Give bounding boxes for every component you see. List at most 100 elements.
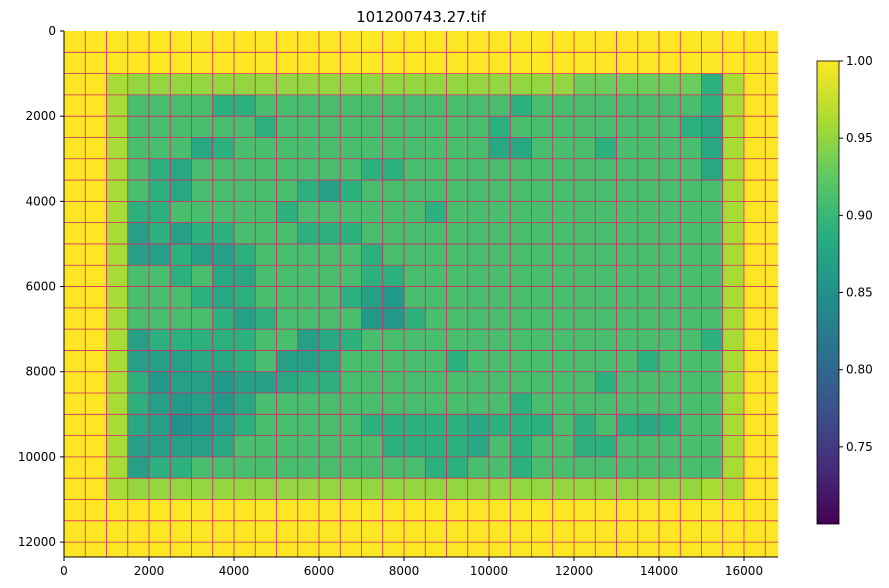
heatmap-cell xyxy=(680,52,702,74)
heatmap-cell xyxy=(552,393,575,415)
heatmap-cell xyxy=(574,31,596,53)
heatmap-cell xyxy=(722,307,745,330)
heatmap-cell xyxy=(616,73,639,96)
heatmap-cell xyxy=(85,180,107,202)
heatmap-cell xyxy=(255,307,277,330)
heatmap-cell xyxy=(149,94,171,117)
heatmap-cell xyxy=(361,243,384,266)
heatmap-cell xyxy=(191,456,214,479)
heatmap-cell xyxy=(127,393,150,415)
x-tick-label: 10000 xyxy=(470,564,508,578)
heatmap-cell xyxy=(701,371,724,394)
heatmap-cell xyxy=(149,542,171,558)
heatmap-cell xyxy=(255,542,277,558)
heatmap-cell xyxy=(552,350,575,373)
heatmap-cell xyxy=(765,499,779,522)
heatmap-cell xyxy=(659,265,681,287)
heatmap-cell xyxy=(446,499,469,522)
heatmap-cell xyxy=(765,243,779,266)
heatmap-cell xyxy=(489,180,511,202)
heatmap-cell xyxy=(64,243,86,266)
colorbar-ticks: 0.75 0.80 0.85 0.90 0.95 1.00 xyxy=(839,54,873,454)
heatmap-cell xyxy=(382,542,405,558)
heatmap-cell xyxy=(64,478,86,500)
heatmap-cell xyxy=(552,307,575,330)
heatmap-cell xyxy=(744,542,766,558)
heatmap-cell xyxy=(276,393,299,415)
heatmap-cell xyxy=(595,94,617,117)
heatmap-cell xyxy=(255,52,277,74)
heatmap-cell xyxy=(319,201,341,223)
heatmap-cell xyxy=(255,414,277,436)
heatmap-cell xyxy=(574,414,596,436)
heatmap-cell xyxy=(255,350,277,373)
heatmap-cell xyxy=(765,542,779,558)
heatmap-cell xyxy=(127,456,150,479)
heatmap-cell xyxy=(361,499,384,522)
heatmap-cell xyxy=(319,478,341,500)
heatmap-cell xyxy=(765,201,779,223)
heatmap-cell xyxy=(319,307,341,330)
heatmap-cell xyxy=(552,94,575,117)
heatmap-cell xyxy=(595,31,617,53)
heatmap-cell xyxy=(552,265,575,287)
heatmap-cell xyxy=(319,265,341,287)
heatmap-cell xyxy=(595,329,617,351)
heatmap-cell xyxy=(510,371,532,394)
heatmap-cell xyxy=(191,520,214,543)
heatmap-cell xyxy=(595,307,617,330)
cell-grid-lines xyxy=(64,31,778,557)
heatmap-cell xyxy=(340,414,362,436)
heatmap-cell xyxy=(106,542,129,558)
heatmap-cell xyxy=(425,286,447,309)
heatmap-cell xyxy=(319,350,341,373)
colorbar-tick-label: 1.00 xyxy=(846,54,873,68)
heatmap-cell xyxy=(446,435,469,458)
heatmap-cell xyxy=(446,116,469,138)
heatmap-cell xyxy=(510,94,532,117)
heatmap-cell xyxy=(680,371,702,394)
heatmap-cell xyxy=(297,414,320,436)
heatmap-cell xyxy=(404,73,426,96)
heatmap-cell xyxy=(680,286,702,309)
heatmap-cell xyxy=(382,222,405,245)
heatmap-cell xyxy=(552,52,575,74)
heatmap-cell xyxy=(701,52,724,74)
heatmap-cell xyxy=(531,243,554,266)
heatmap-cell xyxy=(64,307,86,330)
heatmap-cell xyxy=(106,158,129,181)
heatmap-cell xyxy=(106,371,129,394)
heatmap-cell xyxy=(340,520,362,543)
heatmap-cell xyxy=(595,478,617,500)
heatmap-cell xyxy=(616,180,639,202)
heatmap-cell xyxy=(106,31,129,53)
heatmap-cell xyxy=(574,158,596,181)
heatmap-cell xyxy=(382,243,405,266)
heatmap-cell xyxy=(127,499,150,522)
heatmap-cell xyxy=(531,137,554,160)
heatmap-cell xyxy=(616,158,639,181)
heatmap-cell xyxy=(127,201,150,223)
heatmap-cell xyxy=(425,265,447,287)
heatmap-cell xyxy=(595,265,617,287)
heatmap-cell xyxy=(276,329,299,351)
heatmap-cell xyxy=(191,52,214,74)
heatmap-cell xyxy=(659,137,681,160)
heatmap-cell xyxy=(404,542,426,558)
heatmap-cell xyxy=(170,520,192,543)
heatmap-cell xyxy=(276,542,299,558)
heatmap-cell xyxy=(616,116,639,138)
heatmap-cell xyxy=(467,520,490,543)
heatmap-cell xyxy=(637,435,660,458)
heatmap-cell xyxy=(552,201,575,223)
heatmap-cell xyxy=(659,286,681,309)
heatmap-cell xyxy=(404,499,426,522)
heatmap-cell xyxy=(574,371,596,394)
heatmap-cell xyxy=(106,52,129,74)
heatmap-cell xyxy=(489,222,511,245)
heatmap-cell xyxy=(297,94,320,117)
heatmap-cell xyxy=(85,286,107,309)
heatmap-cell xyxy=(170,329,192,351)
heatmap-cell xyxy=(552,180,575,202)
heatmap-cell xyxy=(701,116,724,138)
